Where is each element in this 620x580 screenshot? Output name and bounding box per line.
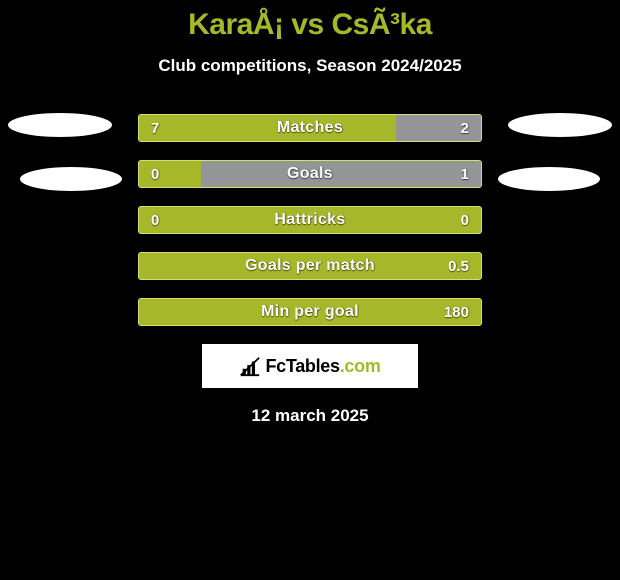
stat-value-left: 7 <box>151 115 159 141</box>
team-left-badge-placeholder-icon <box>8 113 112 137</box>
stat-value-right: 0.5 <box>448 253 469 279</box>
stat-label: Min per goal <box>139 299 481 325</box>
team-left-badge-placeholder-icon <box>20 167 122 191</box>
site-logo-text: FcTables.com <box>265 356 380 377</box>
team-right-badge-placeholder-icon <box>498 167 600 191</box>
stat-label: Matches <box>139 115 481 141</box>
container: KaraÅ¡ vs CsÃ³ka Club competitions, Seas… <box>0 0 620 580</box>
stat-value-left: 0 <box>151 161 159 187</box>
stat-label: Hattricks <box>139 207 481 233</box>
stat-value-right: 1 <box>461 161 469 187</box>
stat-value-right: 180 <box>444 299 469 325</box>
stat-bar: Goals0 1 <box>138 160 482 188</box>
team-right-badge-placeholder-icon <box>508 113 612 137</box>
stat-value-right: 2 <box>461 115 469 141</box>
stat-label: Goals per match <box>139 253 481 279</box>
comparison-chart: Matches72Goals01Hattricks00Goals per mat… <box>0 114 620 326</box>
stat-value-left: 0 <box>151 207 159 233</box>
snapshot-date: 12 march 2025 <box>0 406 620 426</box>
page-title: KaraÅ¡ vs CsÃ³ka <box>0 8 620 42</box>
stat-value-right: 0 <box>461 207 469 233</box>
site-logo[interactable]: FcTables.com <box>202 344 418 388</box>
page-subtitle: Club competitions, Season 2024/2025 <box>0 56 620 76</box>
stat-bar: Goals per match0.5 <box>138 252 482 280</box>
bars-wrap: Matches72Goals01Hattricks00Goals per mat… <box>138 114 482 326</box>
stat-label: Goals <box>139 161 481 187</box>
stat-bar: Matches7 2 <box>138 114 482 142</box>
stat-bar: Hattricks0 0 <box>138 206 482 234</box>
stat-bar: Min per goal180 <box>138 298 482 326</box>
bar-chart-icon <box>239 355 261 377</box>
